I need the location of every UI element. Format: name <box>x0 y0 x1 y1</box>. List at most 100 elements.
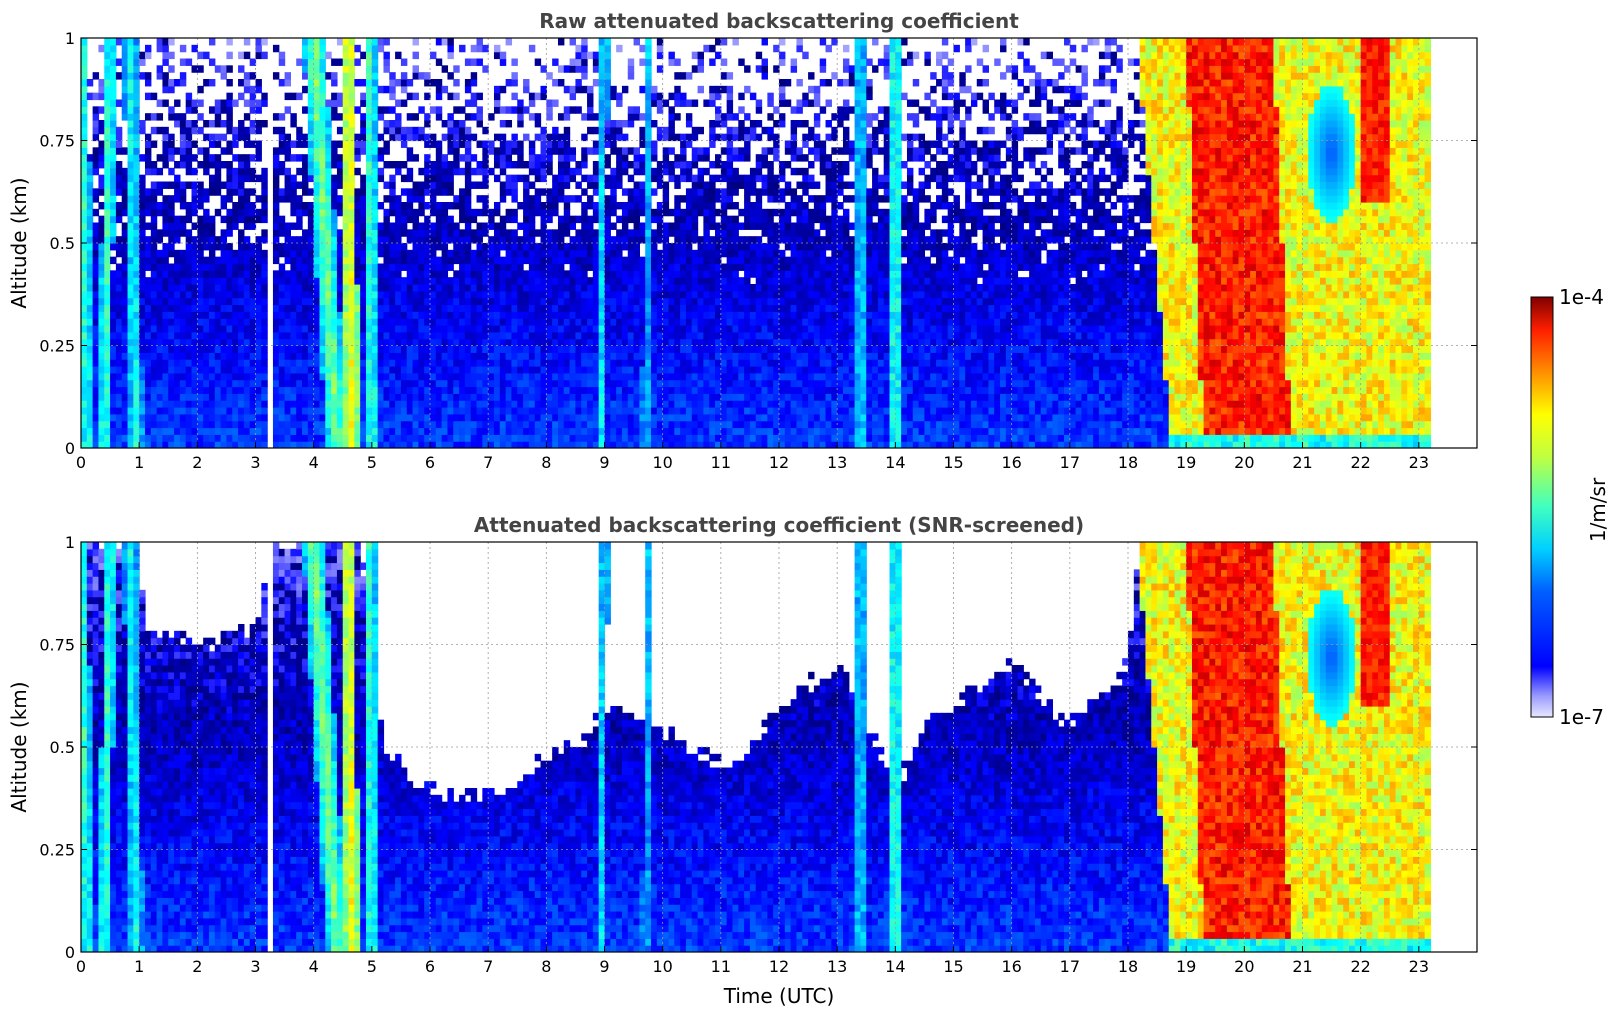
heatmap-cell <box>197 51 204 60</box>
heatmap-cell <box>226 174 233 183</box>
heatmap-cell <box>575 400 582 408</box>
heatmap-cell <box>581 222 588 230</box>
heatmap-cell <box>185 372 193 381</box>
heatmap-cell <box>511 92 518 101</box>
heatmap-cell <box>616 99 623 107</box>
heatmap-cell <box>651 140 658 148</box>
heatmap-cell <box>354 277 361 285</box>
heatmap-cell <box>459 188 466 196</box>
heatmap-cell <box>389 181 396 189</box>
heatmap-cell <box>656 304 664 312</box>
heatmap-cell <box>325 420 332 429</box>
heatmap-cell <box>191 236 198 244</box>
heatmap-cell <box>278 318 286 326</box>
heatmap-cell <box>255 434 262 442</box>
heatmap-cell <box>110 331 117 340</box>
heatmap-cell <box>569 85 577 94</box>
heatmap-cell <box>342 263 350 271</box>
heatmap-cell <box>546 188 553 196</box>
heatmap-cell <box>86 427 94 435</box>
heatmap-cell <box>674 133 681 142</box>
heatmap-cell <box>633 413 640 422</box>
heatmap-cell <box>238 202 245 210</box>
heatmap-cell <box>150 325 158 333</box>
heatmap-cell <box>505 290 513 299</box>
heatmap-cell <box>592 113 600 121</box>
heatmap-cell <box>302 38 309 46</box>
heatmap-cell <box>546 147 553 155</box>
heatmap-cell <box>540 229 547 237</box>
heatmap-cell <box>395 229 402 237</box>
heatmap-cell <box>610 311 617 319</box>
heatmap-cell <box>144 420 152 429</box>
heatmap-cell <box>86 154 94 162</box>
heatmap-cell <box>656 427 664 435</box>
heatmap-cell <box>587 413 594 422</box>
heatmap-cell <box>592 58 600 66</box>
heatmap-cell <box>342 366 350 374</box>
heatmap-cell <box>499 372 507 381</box>
heatmap-cell <box>208 174 216 183</box>
heatmap-cell <box>371 229 379 237</box>
heatmap-cell <box>336 229 344 237</box>
heatmap-cell <box>150 167 158 176</box>
heatmap-cell <box>331 372 338 381</box>
heatmap-cell <box>383 393 390 401</box>
heatmap-cell <box>424 352 431 360</box>
heatmap-cell <box>174 263 181 271</box>
heatmap-cell <box>162 366 169 374</box>
heatmap-cell <box>476 427 483 435</box>
heatmap-cell <box>371 277 379 285</box>
heatmap-cell <box>598 297 606 306</box>
heatmap-cell <box>651 120 658 128</box>
heatmap-cell <box>435 441 443 448</box>
heatmap-cell <box>302 249 309 258</box>
heatmap-cell <box>400 441 408 448</box>
heatmap-cell <box>523 338 530 347</box>
heatmap-cell <box>424 372 431 381</box>
heatmap-cell <box>621 325 629 333</box>
heatmap-cell <box>621 441 629 448</box>
heatmap-cell <box>546 263 553 271</box>
heatmap-cell <box>523 236 530 244</box>
heatmap-cell <box>424 386 431 394</box>
heatmap-cell <box>592 181 600 189</box>
heatmap-cell <box>249 434 257 442</box>
heatmap-cell <box>313 236 321 244</box>
heatmap-cell <box>418 249 425 258</box>
heatmap-cell <box>110 386 117 394</box>
heatmap-cell <box>639 331 646 340</box>
heatmap-cell <box>534 352 542 360</box>
heatmap-cell <box>348 359 355 367</box>
heatmap-cell <box>302 400 309 408</box>
heatmap-cell <box>528 379 536 388</box>
heatmap-cell <box>139 277 146 285</box>
heatmap-cell <box>412 38 419 46</box>
heatmap-cell <box>499 434 507 442</box>
heatmap-cell <box>226 263 233 271</box>
heatmap-cell <box>290 379 297 388</box>
heatmap-cell <box>406 352 414 360</box>
heatmap-cell <box>104 400 111 408</box>
heatmap-cell <box>639 304 646 312</box>
heatmap-cell <box>110 58 117 66</box>
heatmap-cell <box>243 393 251 401</box>
heatmap-cell <box>144 304 152 312</box>
heatmap-cell <box>430 195 437 203</box>
heatmap-cell <box>104 311 111 319</box>
heatmap-cell <box>127 277 134 285</box>
heatmap-cell <box>621 318 629 326</box>
heatmap-cell <box>168 277 175 285</box>
heatmap-cell <box>115 284 123 292</box>
heatmap-cell <box>528 386 536 394</box>
heatmap-cell <box>110 256 117 265</box>
heatmap-cell <box>115 161 123 169</box>
heatmap-cell <box>505 407 513 415</box>
heatmap-cell <box>493 393 501 401</box>
heatmap-cell <box>430 263 437 271</box>
heatmap-cell <box>313 427 321 435</box>
heatmap-cell <box>296 407 303 415</box>
heatmap-cell <box>139 188 146 196</box>
heatmap-cell <box>249 72 257 80</box>
heatmap-cell <box>680 147 687 155</box>
